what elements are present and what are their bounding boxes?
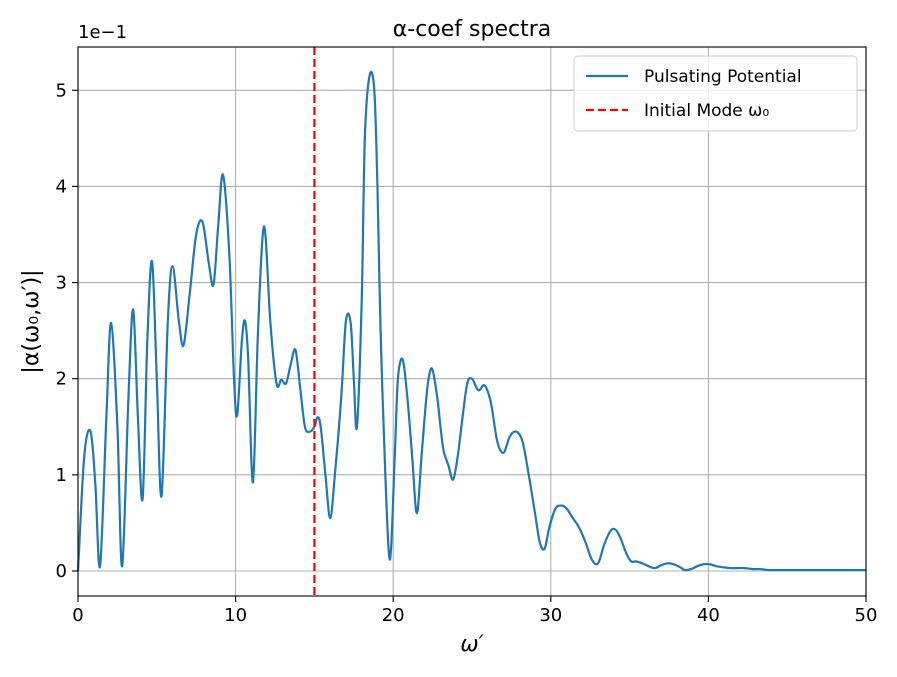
legend-box	[573, 55, 858, 132]
y-tick-label: 5	[56, 80, 67, 101]
x-tick-label: 50	[855, 605, 878, 626]
y-tick-label: 3	[56, 273, 67, 294]
y-tick-label: 0	[56, 561, 67, 582]
ticks: 0 10 20 30 40 50 0 1 2 3 4 5	[56, 80, 878, 626]
plot-frame	[77, 46, 867, 597]
x-tick-label: 20	[382, 605, 405, 626]
y-offset-text: 1e−1	[78, 22, 127, 43]
series-pulsating-potential	[76, 70, 866, 572]
y-tick-label: 4	[56, 176, 67, 197]
x-tick-label: 40	[697, 605, 720, 626]
y-axis-label: |α(ω₀,ω′)|	[19, 269, 44, 373]
x-tick-label: 0	[72, 605, 83, 626]
x-tick-label: 10	[224, 605, 247, 626]
y-tick-label: 2	[56, 369, 67, 390]
legend: Pulsating Potential Initial Mode ω₀	[573, 55, 858, 132]
legend-label-initial-mode: Initial Mode ω₀	[644, 101, 769, 121]
y-tick-label: 1	[56, 465, 67, 486]
x-tick-label: 30	[539, 605, 562, 626]
chart-title: α-coef spectra	[393, 17, 551, 42]
legend-label-pulsating-potential: Pulsating Potential	[644, 67, 802, 87]
series-layer	[76, 47, 866, 596]
x-axis-label: ω′	[460, 632, 483, 657]
